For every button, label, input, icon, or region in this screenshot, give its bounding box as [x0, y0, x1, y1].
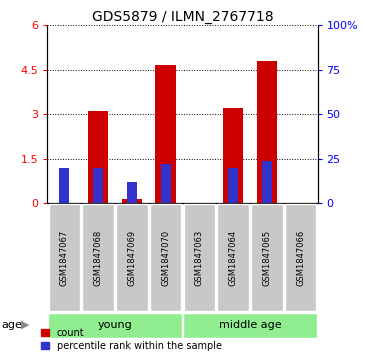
Text: GSM1847067: GSM1847067	[60, 230, 69, 286]
Bar	[127, 182, 137, 203]
Text: ▶: ▶	[21, 320, 30, 330]
Bar	[59, 168, 69, 203]
Bar	[93, 168, 103, 203]
Bar	[161, 164, 171, 203]
Bar	[88, 111, 108, 203]
Bar	[155, 65, 176, 203]
Text: GSM1847063: GSM1847063	[195, 230, 204, 286]
Legend: count, percentile rank within the sample: count, percentile rank within the sample	[41, 328, 222, 351]
Bar	[228, 168, 238, 203]
Text: GSM1847066: GSM1847066	[296, 230, 305, 286]
Text: age: age	[2, 320, 23, 330]
Bar	[223, 109, 243, 203]
Bar	[262, 160, 272, 203]
Text: GSM1847065: GSM1847065	[262, 230, 272, 286]
Title: GDS5879 / ILMN_2767718: GDS5879 / ILMN_2767718	[92, 11, 273, 24]
Text: GSM1847070: GSM1847070	[161, 230, 170, 286]
Text: GSM1847068: GSM1847068	[93, 230, 103, 286]
Bar	[122, 199, 142, 203]
Bar	[257, 61, 277, 203]
Text: middle age: middle age	[219, 320, 281, 330]
Text: GSM1847064: GSM1847064	[228, 230, 238, 286]
Text: GSM1847069: GSM1847069	[127, 230, 137, 286]
Text: young: young	[97, 320, 132, 330]
